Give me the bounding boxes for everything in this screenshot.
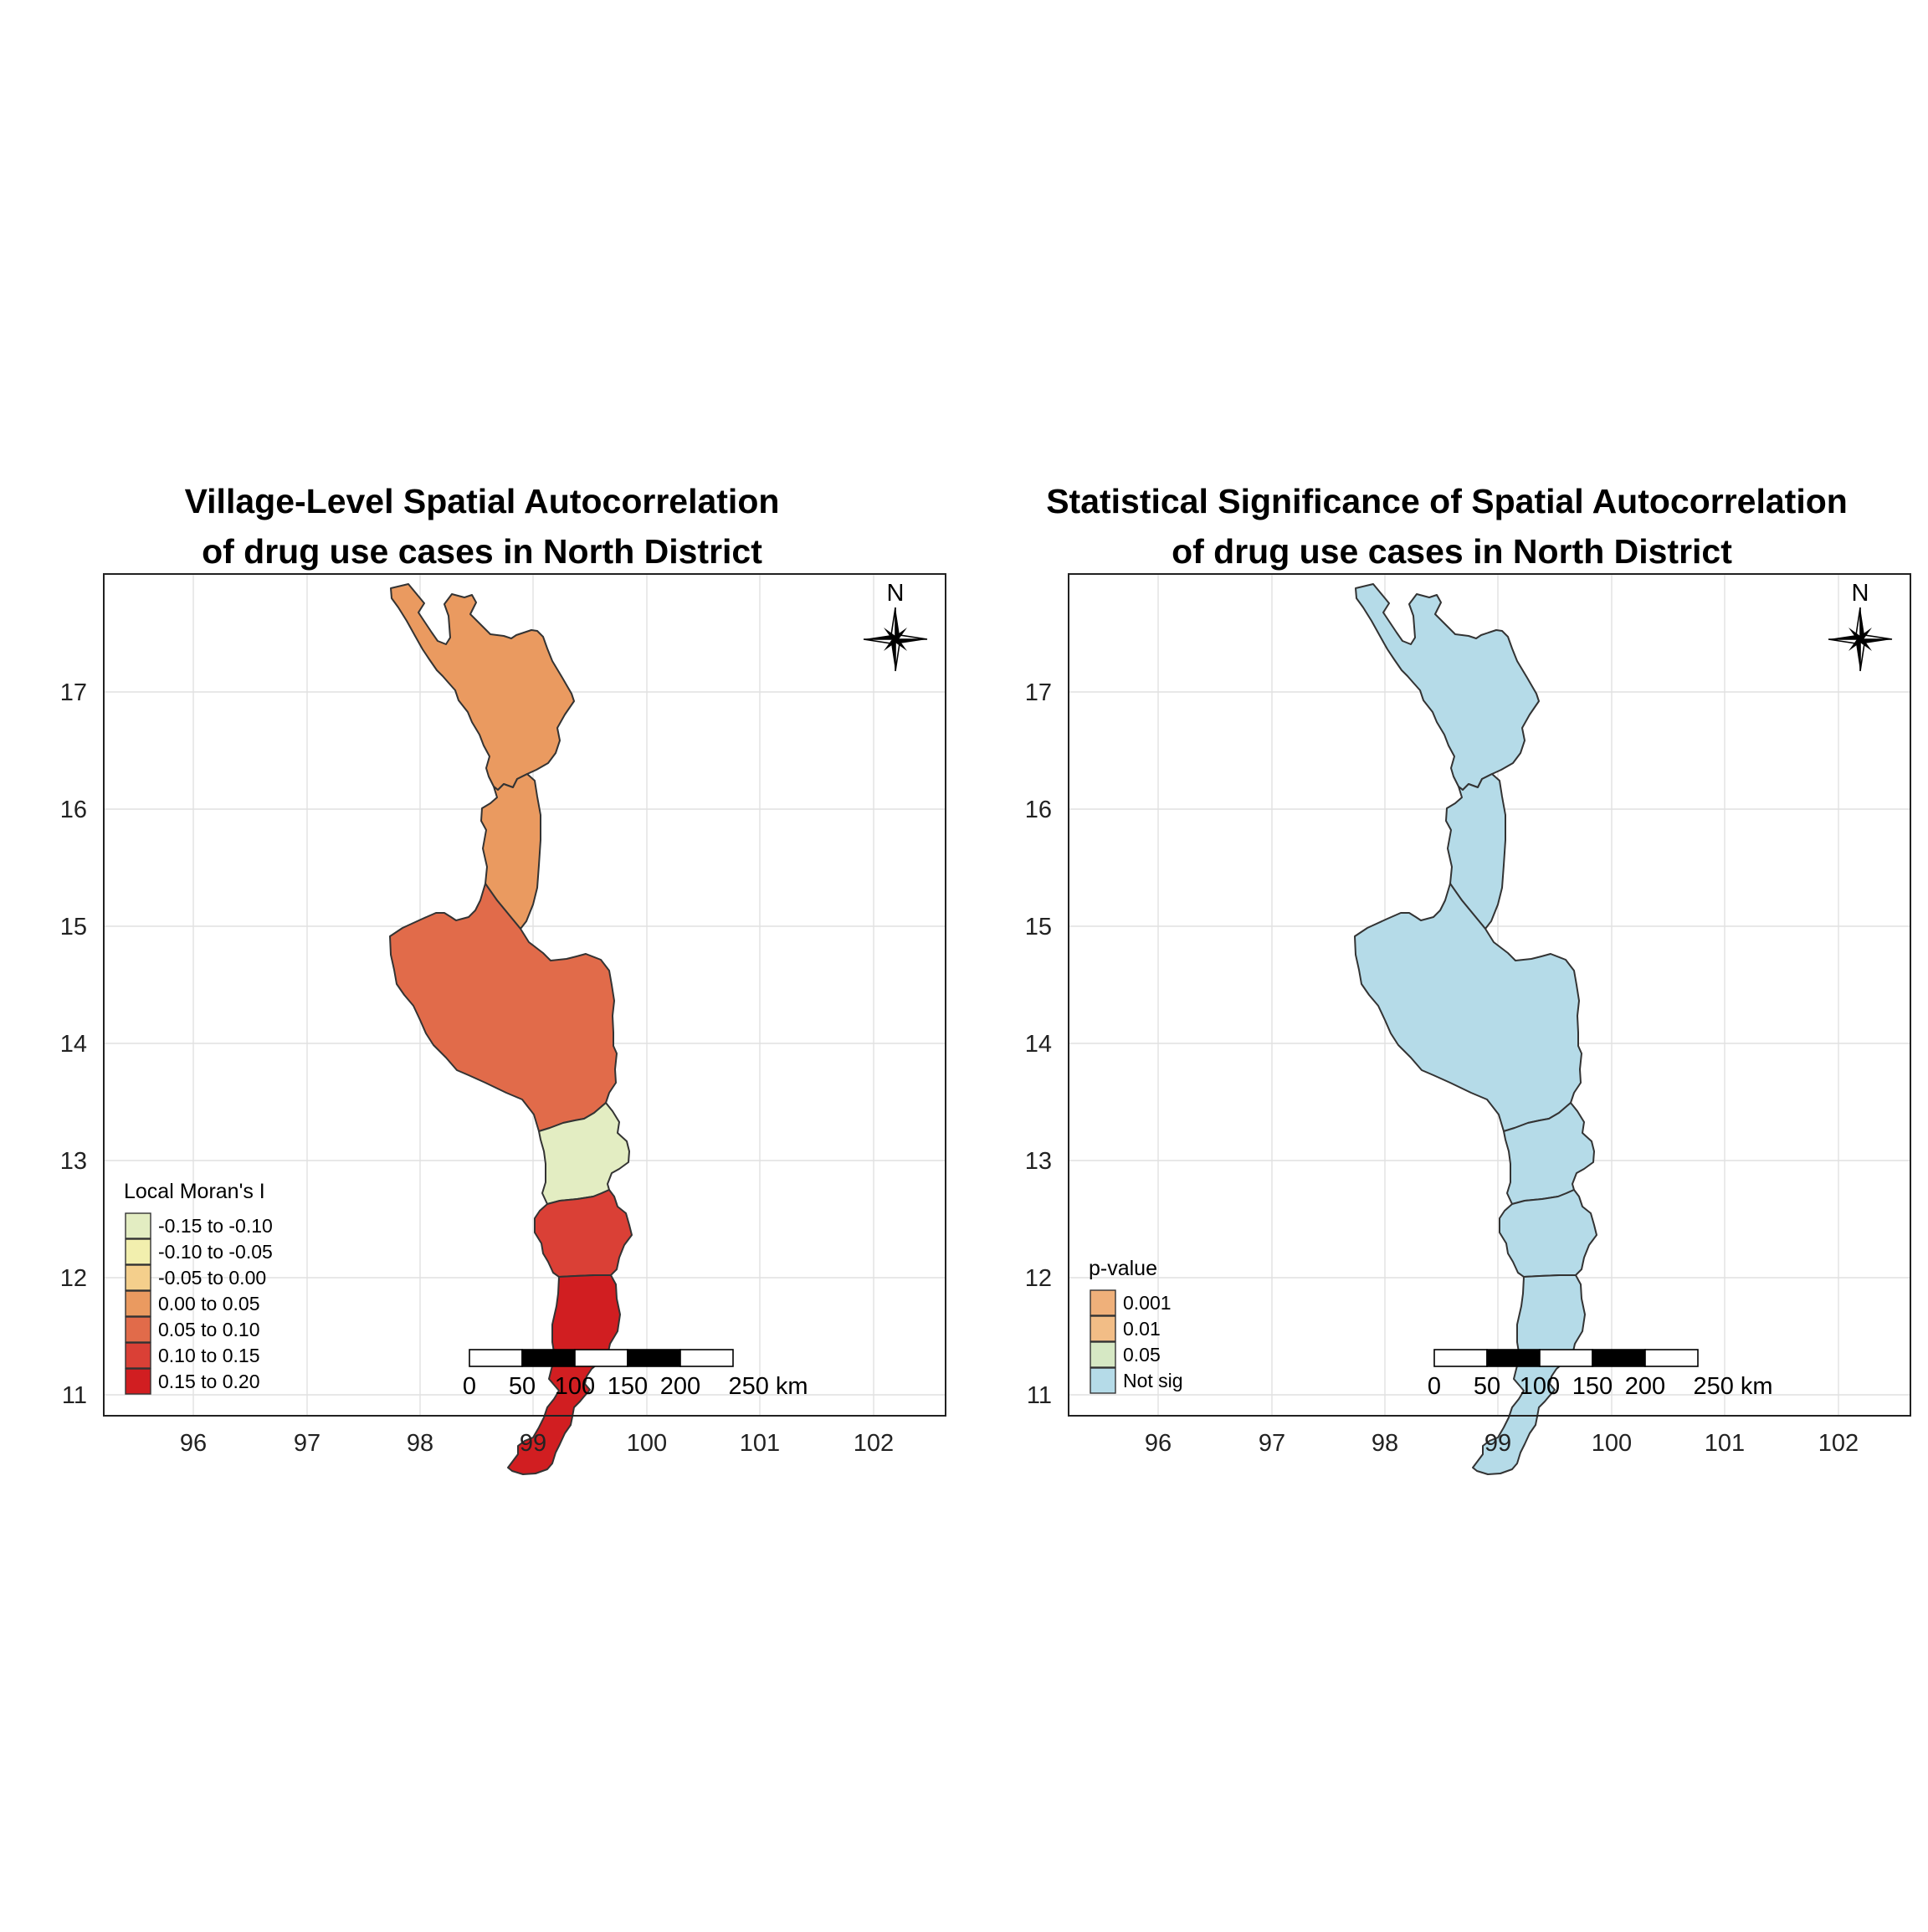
legend-label: 0.00 to 0.05 — [158, 1293, 260, 1314]
x-tick-label: 98 — [1372, 1430, 1398, 1457]
scale-bar: 0 50 100 150 200 250 km — [1428, 1349, 1773, 1400]
map-frame — [1068, 573, 1911, 1417]
legend-swatch — [1090, 1341, 1116, 1368]
legend-label: -0.05 to 0.00 — [158, 1267, 266, 1289]
panel-title-line2: of drug use cases in North District — [1172, 532, 1732, 571]
legend-moran: Local Moran's I -0.15 to -0.10 -0.10 to … — [124, 1180, 273, 1395]
scale-label: 100 — [555, 1373, 595, 1400]
scale-label: 100 — [1520, 1373, 1560, 1400]
legend-label: 0.05 to 0.10 — [158, 1319, 260, 1340]
scale-label: 200 — [1625, 1373, 1665, 1400]
y-tick-label: 12 — [60, 1265, 87, 1292]
x-axis: 96 97 98 99 100 101 102 — [180, 1430, 894, 1457]
legend-label: 0.15 to 0.20 — [158, 1371, 260, 1392]
map-frame — [103, 573, 946, 1417]
y-axis: 17 16 15 14 13 12 11 — [1025, 679, 1052, 1409]
x-tick-label: 100 — [627, 1430, 667, 1457]
scale-label: 0 — [1428, 1373, 1441, 1400]
scale-bar: 0 50 100 150 200 250 km — [463, 1349, 808, 1400]
y-tick-label: 13 — [60, 1148, 87, 1175]
legend-label: -0.10 to -0.05 — [158, 1241, 273, 1263]
scale-label: 0 — [463, 1373, 476, 1400]
scale-label: 250 km — [1693, 1373, 1772, 1400]
panel-title-line1: Statistical Significance of Spatial Auto… — [1046, 482, 1848, 520]
y-tick-label: 17 — [1025, 679, 1052, 706]
x-tick-label: 100 — [1592, 1430, 1632, 1457]
x-tick-label: 102 — [854, 1430, 894, 1457]
y-tick-label: 11 — [1027, 1382, 1052, 1409]
x-tick-label: 98 — [407, 1430, 433, 1457]
legend-label: -0.15 to -0.10 — [158, 1215, 273, 1237]
legend-swatch — [1090, 1315, 1116, 1342]
legend-swatch — [125, 1368, 151, 1395]
y-tick-label: 13 — [1025, 1148, 1052, 1175]
scale-label: 200 — [660, 1373, 700, 1400]
panel-title-line1: Village-Level Spatial Autocorrelation — [185, 482, 780, 520]
map-panel-moran: Village-Level Spatial Autocorrelation of… — [60, 482, 946, 1475]
x-tick-label: 102 — [1818, 1430, 1859, 1457]
scale-label: 50 — [1474, 1373, 1500, 1400]
legend-swatch — [125, 1342, 151, 1369]
x-tick-label: 97 — [1259, 1430, 1285, 1457]
legend-title: p-value — [1089, 1257, 1157, 1280]
x-tick-label: 99 — [520, 1430, 546, 1457]
legend-label: 0.10 to 0.15 — [158, 1345, 260, 1366]
legend-swatch — [125, 1316, 151, 1343]
x-tick-label: 101 — [740, 1430, 780, 1457]
y-tick-label: 17 — [60, 679, 87, 706]
y-tick-label: 11 — [62, 1382, 87, 1409]
x-tick-label: 96 — [1145, 1430, 1172, 1457]
north-label: N — [887, 580, 905, 607]
x-tick-label: 97 — [294, 1430, 320, 1457]
y-tick-label: 15 — [60, 914, 87, 940]
y-tick-label: 12 — [1025, 1265, 1052, 1292]
legend-swatch — [1090, 1367, 1116, 1394]
y-axis: 17 16 15 14 13 12 11 — [60, 679, 87, 1409]
map-panel-significance: Statistical Significance of Spatial Auto… — [1025, 482, 1911, 1475]
scale-label: 150 — [1572, 1373, 1613, 1400]
legend-swatch — [125, 1290, 151, 1317]
legend-swatch — [125, 1264, 151, 1291]
north-arrow: N — [1828, 580, 1893, 672]
north-arrow: N — [863, 580, 928, 672]
legend-title: Local Moran's I — [124, 1180, 265, 1203]
scale-label: 50 — [509, 1373, 536, 1400]
legend-label: 0.01 — [1123, 1318, 1161, 1340]
y-tick-label: 16 — [60, 797, 87, 823]
legend-pvalue: p-value 0.001 0.01 0.05 Not sig — [1089, 1257, 1183, 1394]
legend-label: Not sig — [1123, 1370, 1183, 1391]
x-tick-label: 101 — [1705, 1430, 1745, 1457]
x-tick-label: 99 — [1484, 1430, 1511, 1457]
legend-label: 0.001 — [1123, 1292, 1172, 1314]
north-label: N — [1852, 580, 1869, 607]
x-tick-label: 96 — [180, 1430, 207, 1457]
y-tick-label: 14 — [60, 1031, 87, 1058]
y-tick-label: 16 — [1025, 797, 1052, 823]
panel-title-line2: of drug use cases in North District — [202, 532, 762, 571]
legend-label: 0.05 — [1123, 1344, 1161, 1366]
y-tick-label: 14 — [1025, 1031, 1052, 1058]
legend-swatch — [125, 1212, 151, 1239]
legend-swatch — [125, 1238, 151, 1265]
scale-label: 250 km — [728, 1373, 808, 1400]
scale-label: 150 — [608, 1373, 648, 1400]
legend-swatch — [1090, 1289, 1116, 1316]
y-tick-label: 15 — [1025, 914, 1052, 940]
x-axis: 96 97 98 99 100 101 102 — [1145, 1430, 1859, 1457]
